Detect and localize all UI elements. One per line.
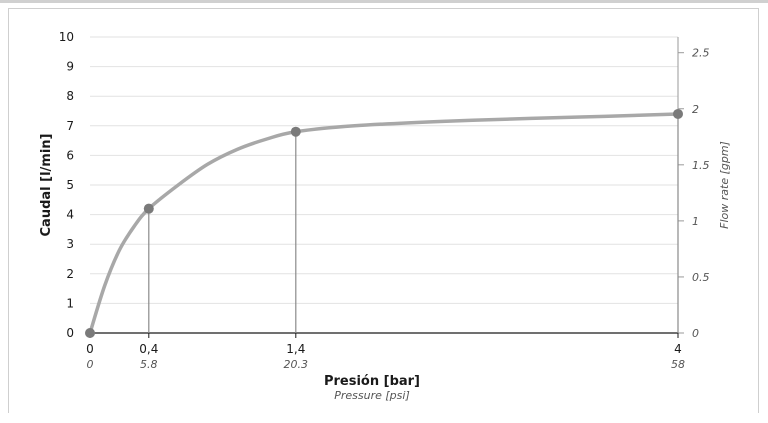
y-tick-label: 0 xyxy=(66,326,74,340)
y-tick-label: 8 xyxy=(66,89,74,103)
chart-panel xyxy=(8,8,759,413)
y-tick-label: 3 xyxy=(66,237,74,251)
y2-tick-label: 1 xyxy=(692,215,699,228)
x-axis-subtitle: Pressure [psi] xyxy=(334,389,410,402)
flow-curve-line xyxy=(88,112,680,335)
x-tick-label: 1,4 xyxy=(286,342,305,356)
y2-tick-label: 0.5 xyxy=(692,271,710,284)
data-point-marker xyxy=(143,203,154,214)
top-rule xyxy=(0,0,768,3)
x2-tick-label: 5.8 xyxy=(140,358,158,371)
y-tick-label: 2 xyxy=(66,267,74,281)
x-axis-title: Presión [bar] xyxy=(324,374,420,389)
x-tick-label: 0 xyxy=(86,342,94,356)
y-axis-title: Caudal [l/min] xyxy=(39,134,54,237)
x2-tick-label: 20.3 xyxy=(284,358,309,371)
y2-tick-label: 2 xyxy=(692,103,699,116)
x-tick-label: 0,4 xyxy=(139,342,158,356)
data-point-marker xyxy=(85,328,95,338)
y2-tick-label: 0 xyxy=(692,327,699,340)
y2-axis-title: Flow rate [gpm] xyxy=(718,141,731,229)
x2-tick-label: 0 xyxy=(87,358,94,371)
x2-tick-label: 58 xyxy=(671,358,685,371)
y2-tick-label: 1.5 xyxy=(692,159,710,172)
data-point-marker xyxy=(673,108,683,119)
y-tick-label: 4 xyxy=(66,208,74,222)
data-point-marker xyxy=(290,126,301,137)
y-tick-label: 5 xyxy=(66,178,74,192)
y-tick-label: 10 xyxy=(59,30,74,44)
y2-tick-label: 2.5 xyxy=(692,47,710,60)
y-tick-label: 1 xyxy=(66,296,74,310)
x-tick-label: 4 xyxy=(674,342,682,356)
y-tick-label: 7 xyxy=(66,119,74,133)
y-tick-label: 6 xyxy=(66,148,74,162)
y-tick-label: 9 xyxy=(66,60,74,74)
